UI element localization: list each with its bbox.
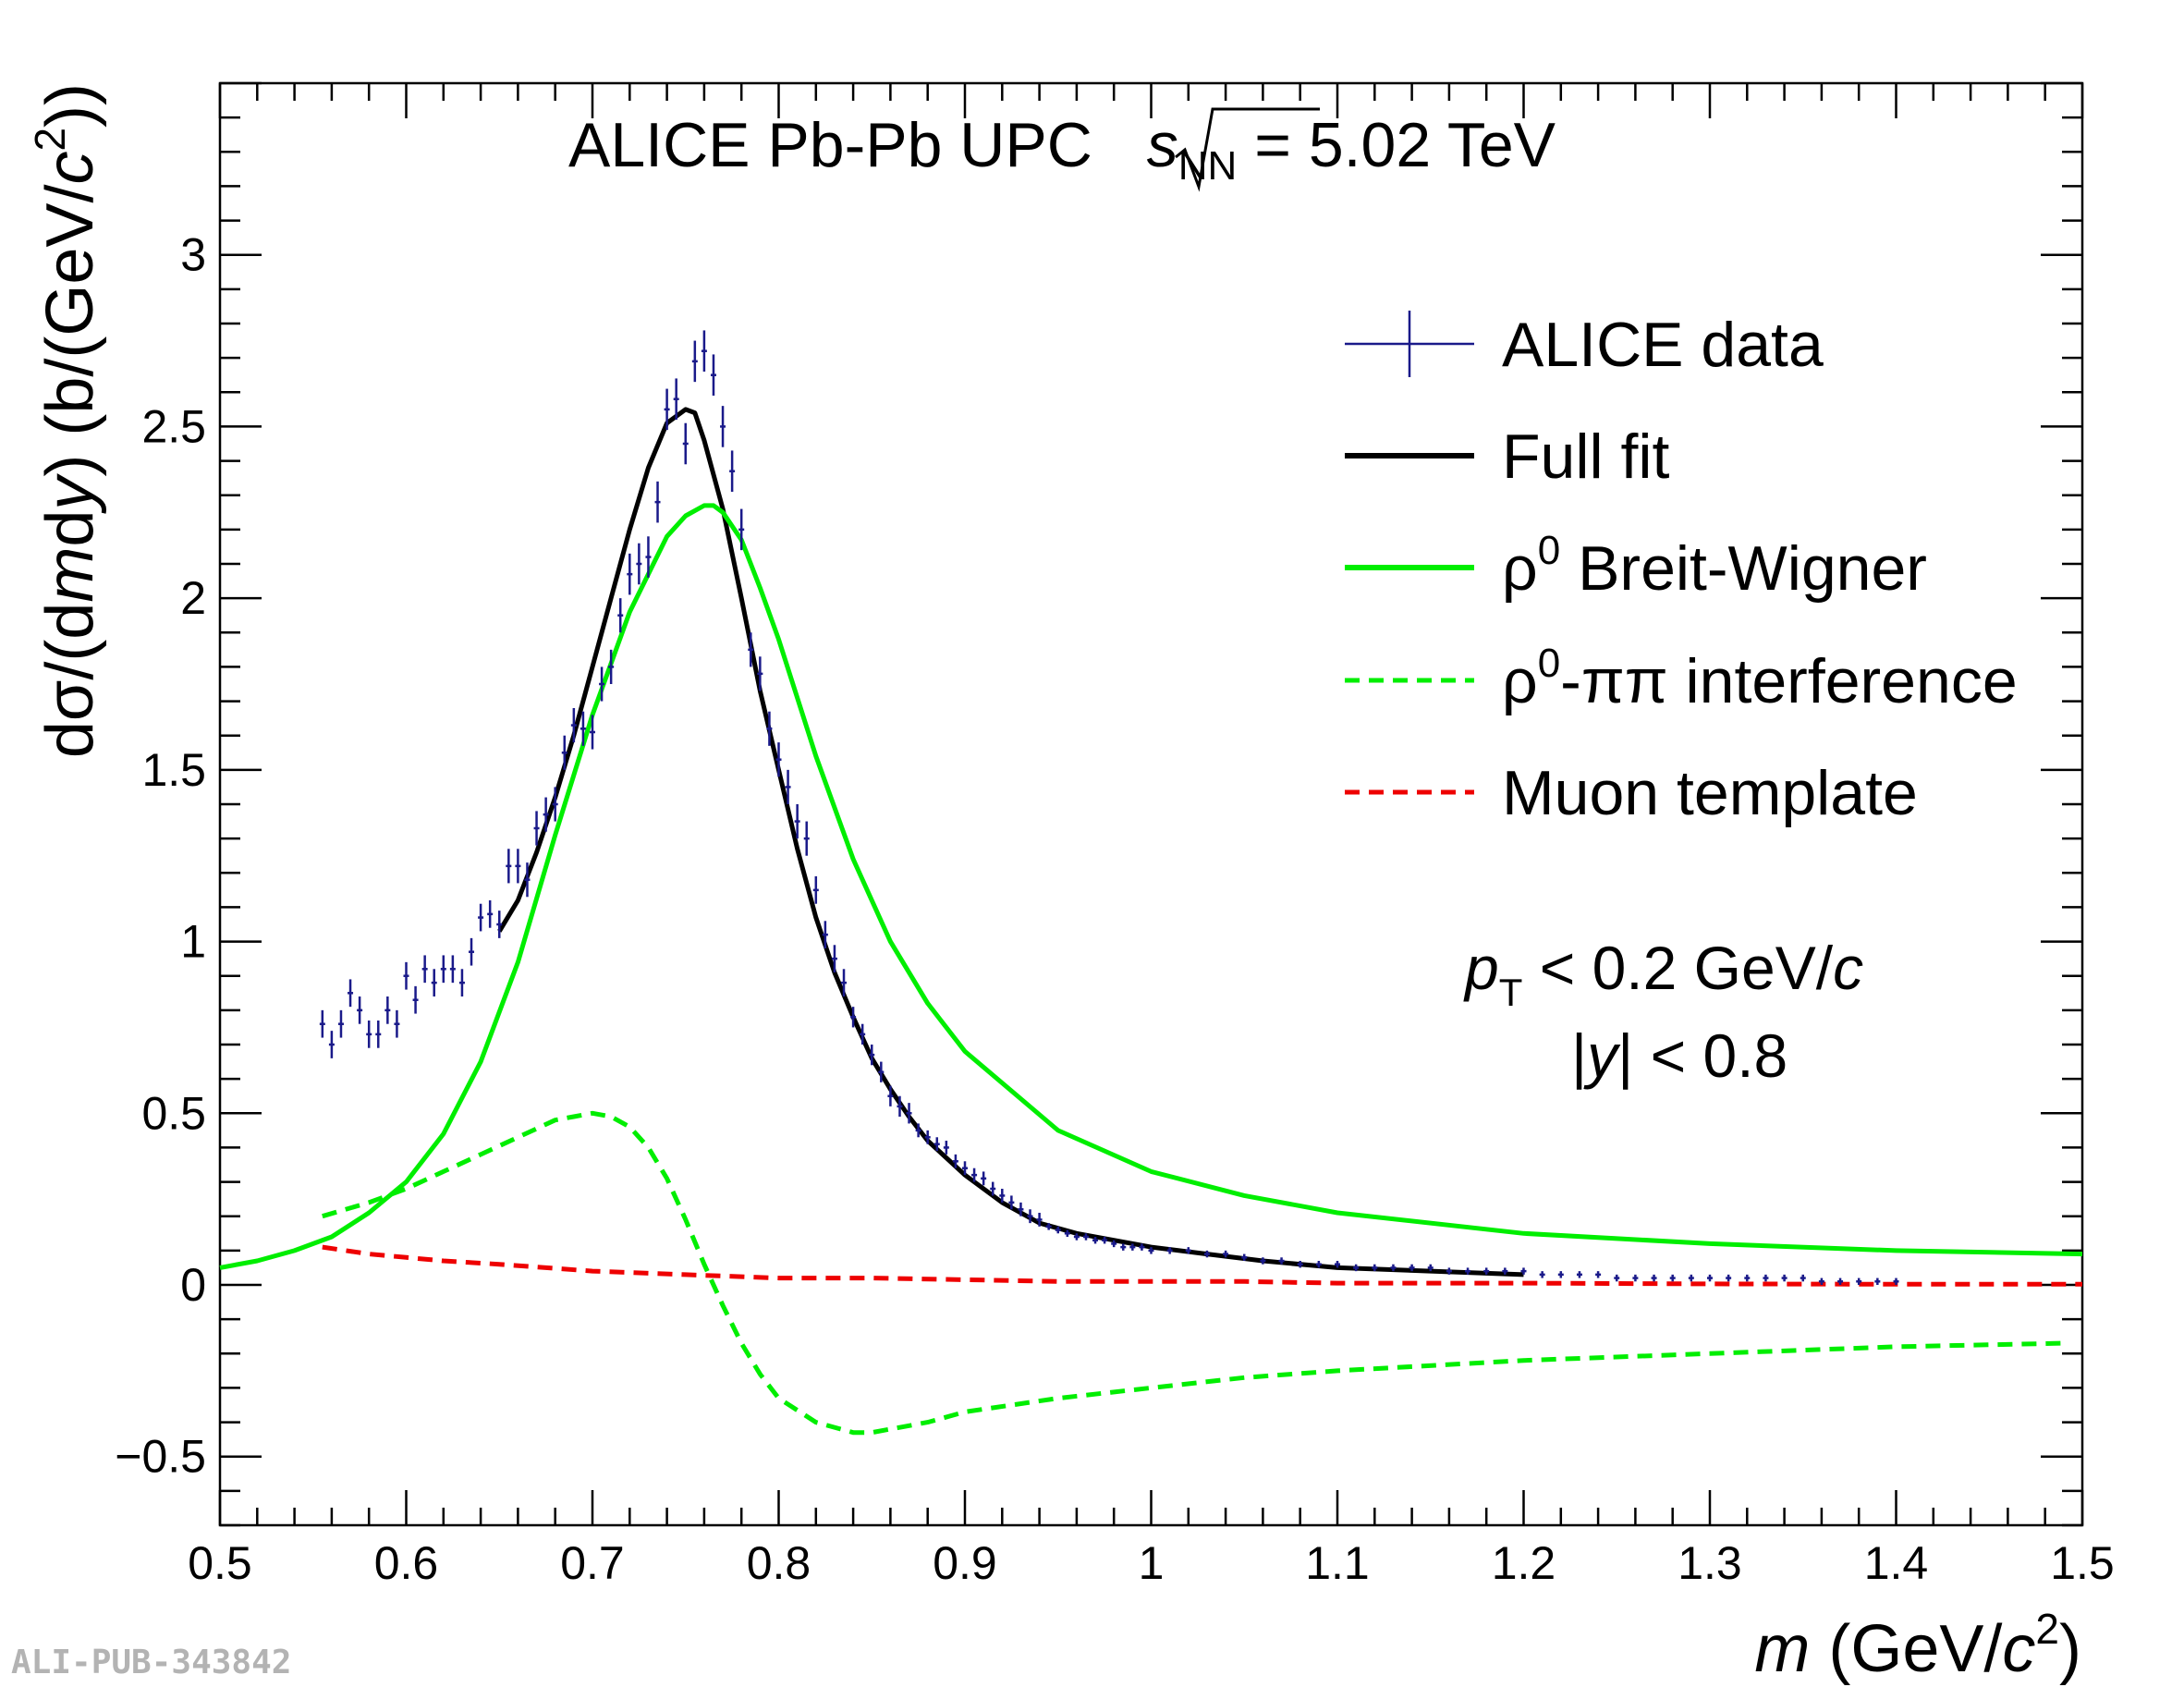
legend-label-breit-wigner: ρ0 Breit-Wigner	[1502, 528, 1927, 604]
y-axis-y: y	[33, 473, 107, 515]
annotation-pt: pT < 0.2 GeV/c	[1463, 934, 1863, 1014]
annotation-rapidity: |y| < 0.8	[1571, 1021, 1787, 1090]
series-line	[219, 503, 2083, 1270]
legend-bw-rest: Breit-Wigner	[1560, 533, 1927, 604]
x-tick-label: 0.5	[188, 1537, 252, 1589]
legend-int-rest: -ππ interference	[1560, 646, 2017, 716]
legend-label-full-fit: Full fit	[1502, 422, 1669, 492]
x-axis-c: c	[2002, 1612, 2035, 1686]
annotation-pt-var: p	[1463, 934, 1499, 1002]
y-tick-label: 0.5	[141, 1087, 206, 1139]
x-tick-label: 0.9	[933, 1537, 997, 1589]
x-axis-pow: 2	[2035, 1605, 2059, 1653]
legend-label-data: ALICE data	[1502, 310, 1824, 380]
y-axis-close: ))	[33, 83, 107, 128]
x-tick-label: 1.5	[2050, 1537, 2115, 1589]
legend: ALICE data Full fit ρ0 Breit-Wigner ρ0-π…	[1345, 310, 2018, 828]
watermark: ALI-PUB-343842	[11, 1644, 291, 1681]
y-tick-label: 2.5	[141, 400, 206, 452]
y-axis-d: d	[33, 510, 107, 547]
annotation-pt-sub: T	[1499, 971, 1523, 1014]
y-axis-m: m	[33, 547, 107, 603]
x-axis-var: m	[1754, 1612, 1810, 1686]
x-tick-label: 0.7	[560, 1537, 625, 1589]
y-tick-label: 2	[180, 572, 206, 624]
x-tick-label: 1.4	[1864, 1537, 1929, 1589]
annotation-pt-c: c	[1833, 934, 1863, 1002]
chart-title: ALICE Pb-Pb UPC sNN = 5.02 TeV	[568, 110, 1556, 189]
legend-int-sym: ρ	[1502, 646, 1538, 716]
y-tick-label: −0.5	[115, 1431, 206, 1483]
series-line	[497, 407, 1524, 1277]
series-line	[322, 1244, 2082, 1287]
legend-label-muon: Muon template	[1502, 758, 1918, 828]
x-tick-labels: 0.5 0.6 0.7 0.8 0.9 1 1.1 1.2 1.3 1.4 1.5	[188, 1537, 2115, 1589]
x-tick-label: 0.6	[374, 1537, 439, 1589]
legend-int-sup: 0	[1538, 641, 1560, 686]
y-axis-mid: ) (b/(GeV/	[33, 185, 107, 477]
annotation-y-var: y	[1583, 1021, 1621, 1090]
x-tick-label: 1	[1139, 1537, 1165, 1589]
chart-title-sqrt-var: s	[1147, 110, 1178, 180]
x-axis-title: m (GeV/c2)	[1754, 1605, 2081, 1686]
annotation-y-open: |	[1571, 1021, 1587, 1090]
x-axis-open: (GeV/	[1810, 1612, 2002, 1686]
legend-bw-sup: 0	[1538, 528, 1560, 573]
annotation-pt-rest: < 0.2 GeV/	[1522, 934, 1833, 1002]
legend-bw-sym: ρ	[1502, 533, 1538, 604]
y-axis-pow: 2	[26, 128, 74, 152]
y-tick-labels: −0.5 0 0.5 1 1.5 2 2.5 3	[115, 229, 206, 1483]
legend-label-interference: ρ0-ππ interference	[1502, 641, 2018, 716]
y-tick-label: 1	[180, 916, 206, 968]
y-axis-dsigma: dσ/(d	[33, 603, 107, 759]
x-tick-label: 1.3	[1678, 1537, 1742, 1589]
chart-title-suffix: = 5.02 TeV	[1237, 110, 1556, 180]
x-tick-label: 0.8	[747, 1537, 811, 1589]
chart-title-prefix: ALICE Pb-Pb UPC	[568, 110, 1110, 180]
x-axis-close: )	[2059, 1612, 2081, 1686]
y-tick-label: 1.5	[141, 744, 206, 796]
series-line	[322, 1110, 2064, 1436]
annotation-y-rest: | < 0.8	[1617, 1021, 1787, 1090]
y-axis-title: dσ/(dmdy) (b/(GeV/c2))	[26, 83, 107, 758]
x-tick-label: 1.2	[1492, 1537, 1556, 1589]
y-tick-label: 0	[180, 1259, 206, 1311]
y-tick-label: 3	[180, 229, 206, 281]
series-layer	[219, 330, 2083, 1436]
y-axis-c: c	[33, 152, 107, 185]
chart-title-sqrt-sub: NN	[1178, 143, 1238, 189]
axis-ticks	[218, 81, 2084, 1527]
sqrt-sign	[1175, 107, 1320, 192]
x-tick-label: 1.1	[1305, 1537, 1370, 1589]
